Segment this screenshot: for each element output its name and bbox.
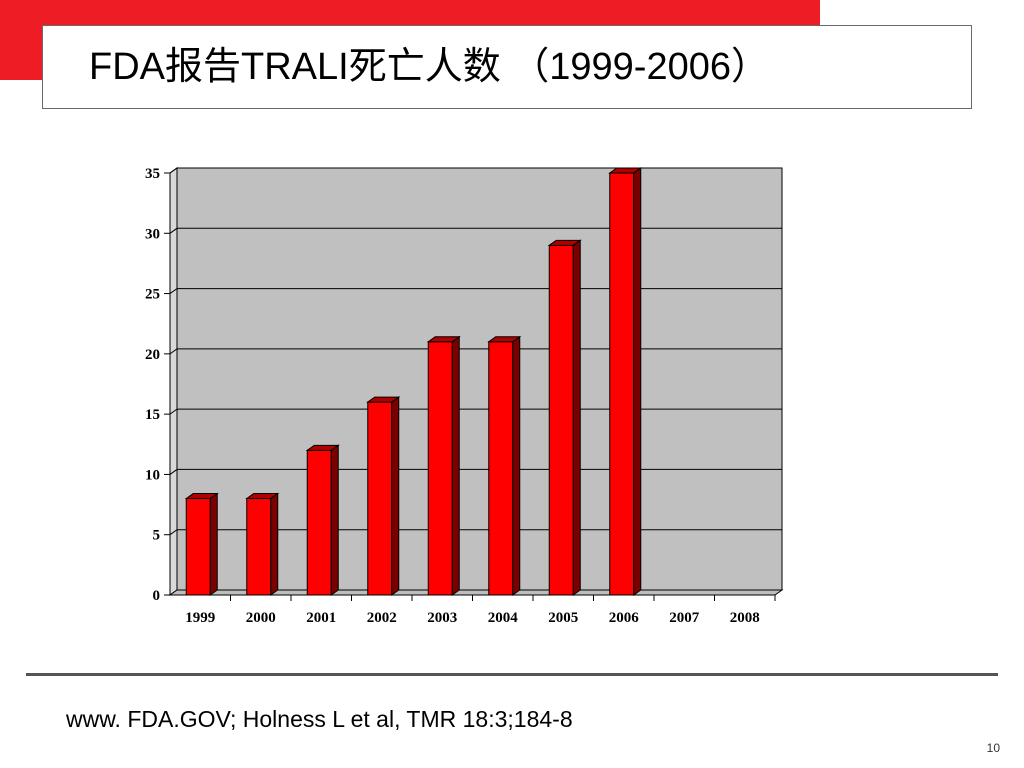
bar-2006 (609, 172, 635, 596)
y-tick-label: 20 (145, 347, 160, 363)
footer-divider (26, 673, 998, 676)
bar-top-2002 (366, 396, 401, 403)
bar-side-2001 (330, 444, 339, 596)
bar-side-2000 (270, 492, 279, 596)
y-tick-label: 30 (145, 226, 160, 242)
x-tick-label-2005: 2005 (548, 610, 578, 626)
source-citation: www. FDA.GOV; Holness L et al, TMR 18:3;… (66, 706, 573, 732)
bar-top-2000 (245, 493, 280, 500)
bar-side-2002 (391, 396, 400, 596)
y-tick-label: 10 (145, 467, 160, 483)
x-tick-label-2000: 2000 (246, 610, 276, 626)
bar-side-2004 (512, 335, 521, 596)
x-tick-label-2007: 2007 (669, 610, 700, 626)
x-tick-label-2004: 2004 (488, 610, 519, 626)
gridline (169, 167, 782, 174)
x-tick-label-2006: 2006 (609, 610, 640, 626)
bar-2001 (306, 449, 332, 596)
bar-top-2004 (487, 336, 522, 343)
x-tick-label-2003: 2003 (427, 610, 457, 626)
bar-side-1999 (209, 492, 218, 596)
bar-2002 (367, 401, 393, 596)
bar-top-2006 (608, 167, 643, 174)
bar-2004 (488, 341, 514, 596)
bar-side-2003 (451, 335, 460, 596)
bar-side-2005 (572, 239, 581, 596)
bar-top-2005 (547, 239, 582, 246)
y-tick-label: 5 (153, 528, 161, 544)
bar-chart: 0 5 10 15 20 25 30 35 1999 2000 2001 2002 2003 2004 20… (145, 166, 784, 626)
page-number: 10 (986, 741, 1000, 755)
bar-1999 (185, 498, 211, 596)
header-accent-bar (0, 0, 820, 27)
bar-side-2006 (633, 167, 642, 596)
header-accent-corner (0, 0, 42, 80)
x-tick-label-2008: 2008 (730, 610, 760, 626)
x-tick-label-1999: 1999 (185, 610, 215, 626)
y-tick-label: 25 (145, 287, 160, 303)
title-box: FDA报告TRALI死亡人数 （1999-2006） (42, 25, 972, 109)
x-tick-label-2002: 2002 (367, 610, 397, 626)
y-tick-label: 35 (145, 166, 160, 182)
bar-2000 (246, 498, 272, 596)
x-tick-label-2001: 2001 (306, 610, 336, 626)
slide-title: FDA报告TRALI死亡人数 （1999-2006） (89, 46, 769, 88)
gridline (169, 227, 782, 234)
y-tick-label: 0 (153, 588, 161, 604)
bar-top-2001 (305, 444, 340, 451)
bar-top-2003 (426, 336, 461, 343)
y-tick-label: 15 (145, 407, 160, 423)
bar-top-1999 (184, 493, 219, 500)
bar-2003 (427, 341, 453, 596)
bar-2005 (548, 244, 574, 596)
